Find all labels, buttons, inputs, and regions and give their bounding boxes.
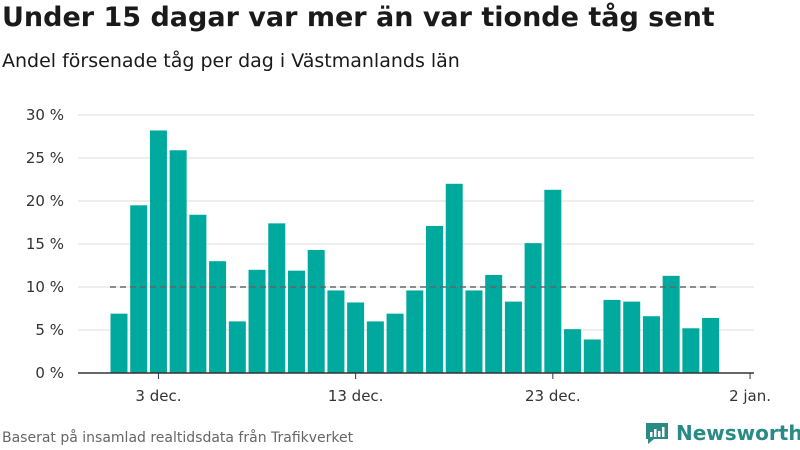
bar [623,301,641,373]
bar [544,189,562,373]
bar [386,313,404,373]
bar [307,250,325,373]
y-tick-label: 15 % [26,235,64,253]
bar [366,321,384,373]
y-tick-label: 5 % [35,321,64,339]
bar [642,316,660,373]
bar [189,214,207,373]
x-tick-label: 3 dec. [135,387,181,405]
bar [110,313,128,373]
bar [465,290,483,373]
bar [268,223,286,373]
bar [169,150,187,373]
bar [583,339,601,373]
newsworthy-logo-icon [646,423,668,444]
bar-chart: 0 % 5 % 10 % 15 % 20 % 25 % 30 % 3 dec. 13 dec. 2… [26,106,771,405]
y-tick-label: 20 % [26,192,64,210]
bar [130,205,148,373]
x-tick-label: 23 dec. [525,387,581,405]
bar [287,270,305,373]
y-tick-label: 25 % [26,149,64,167]
x-tick-label: 2 jan. [729,387,771,405]
bar [445,183,463,373]
bar [485,274,503,373]
newsworthy-logo: Newsworthy [644,420,800,446]
bar [662,275,680,373]
bar [524,243,542,373]
x-tick-label: 13 dec. [328,387,384,405]
chart-title: Under 15 dagar var mer än var tionde tåg… [2,2,715,33]
bar [327,290,345,373]
bar [504,301,522,373]
bar [209,261,227,373]
source-note: Baserat på insamlad realtidsdata från Tr… [2,430,354,446]
bar [228,321,246,373]
bar [603,299,621,373]
chart-subtitle: Andel försenade tåg per dag i Västmanlan… [2,50,460,72]
bar [406,290,424,373]
y-tick-label: 0 % [35,364,64,382]
bar [564,329,582,373]
bar [347,302,365,373]
bar [702,317,720,373]
bar [149,130,167,373]
newsworthy-logo-text: Newsworthy [676,421,800,445]
bar [248,269,266,373]
y-tick-label: 30 % [26,106,64,124]
bar [426,225,444,373]
y-tick-label: 10 % [26,278,64,296]
bar [682,328,700,373]
